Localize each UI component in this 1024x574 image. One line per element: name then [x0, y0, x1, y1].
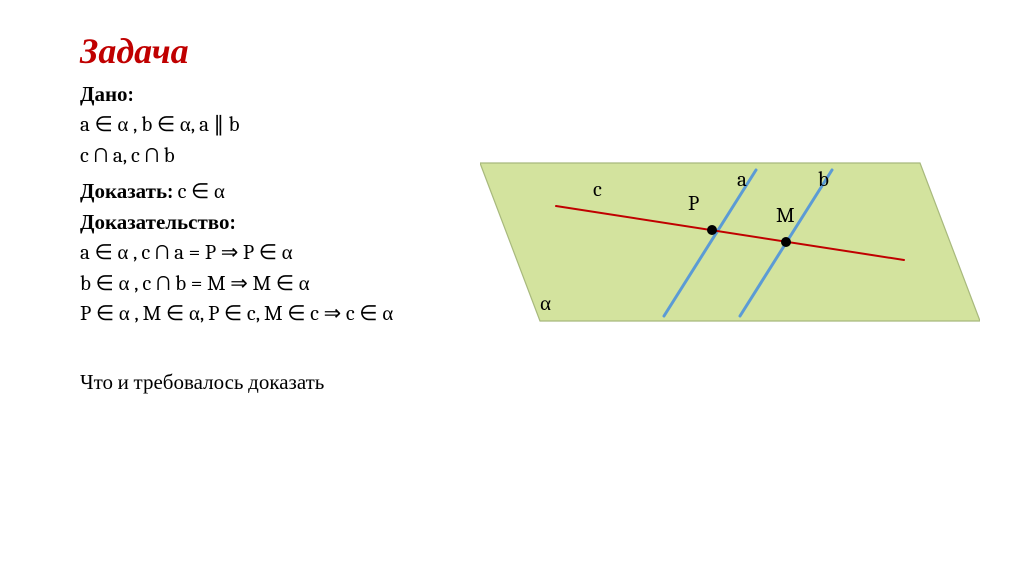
slide-title: Задача: [80, 30, 964, 72]
slide-page: Задача Дано: a ∈ α , b ∈ α, a ∥ b c ∩ a,…: [0, 0, 1024, 574]
qed-line: Что и требовалось доказать: [80, 368, 964, 398]
figure-svg: α c a b P M: [480, 150, 980, 370]
given-heading: Дано:: [80, 80, 964, 110]
prove-heading: Доказать:: [80, 180, 173, 204]
label-b: b: [818, 168, 829, 192]
point-P: [707, 225, 717, 235]
geometry-figure: α c a b P M: [480, 150, 980, 370]
label-M: M: [776, 204, 795, 228]
prove-statement: c ∈ α: [178, 180, 225, 204]
point-M: [781, 237, 791, 247]
label-c: c: [593, 178, 602, 202]
label-a: a: [737, 168, 747, 192]
label-alpha: α: [540, 292, 551, 316]
plane-alpha: [480, 163, 980, 321]
given-line-1: a ∈ α , b ∈ α, a ∥ b: [80, 110, 964, 140]
label-P: P: [688, 192, 699, 216]
